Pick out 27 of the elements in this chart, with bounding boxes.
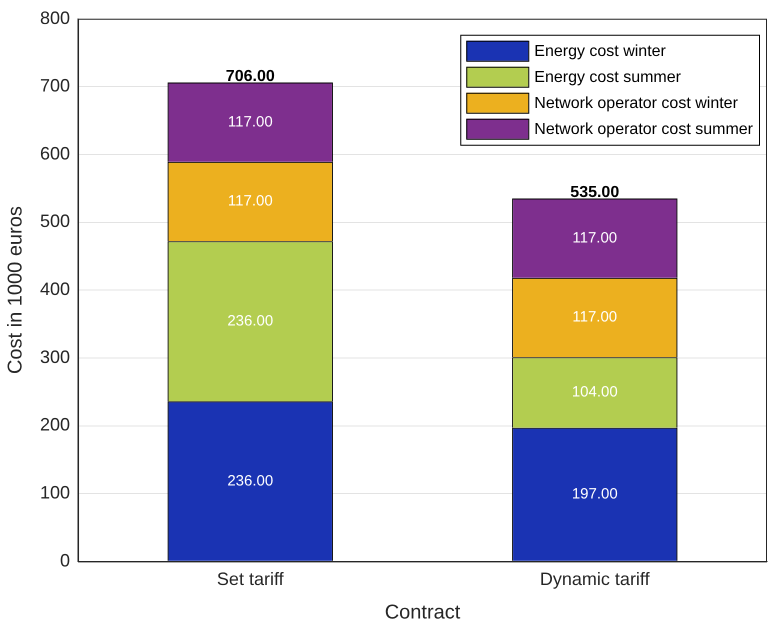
y-tick-label: 300: [40, 346, 70, 367]
x-tick-label: Set tariff: [216, 569, 285, 590]
total-label: 706.00: [226, 68, 275, 85]
y-tick-label: 100: [40, 482, 70, 503]
data-label: 197.00: [572, 485, 618, 502]
y-tick-label: 800: [40, 8, 70, 28]
data-label: 117.00: [228, 192, 273, 210]
legend-label: Energy cost summer: [534, 69, 682, 86]
data-label: 117.00: [572, 308, 618, 326]
x-tick-label: Dynamic tariff: [540, 569, 651, 590]
data-label: 117.00: [572, 229, 618, 246]
y-tick-label: 700: [40, 76, 70, 96]
y-tick-label: 200: [40, 414, 70, 435]
data-label: 236.00: [227, 472, 274, 490]
y-tick-label: 500: [40, 211, 70, 232]
y-tick-label: 600: [40, 143, 70, 164]
legend-label: Network operator cost summer: [534, 121, 754, 138]
data-label: 104.00: [572, 384, 618, 401]
legend-label: Energy cost winter: [534, 43, 667, 60]
y-tick-label: 0: [60, 550, 70, 570]
total-label: 535.00: [570, 184, 620, 201]
y-tick-label: 400: [40, 279, 70, 300]
data-label: 236.00: [227, 312, 274, 330]
legend-label: Network operator cost winter: [534, 95, 739, 112]
data-label: 117.00: [228, 113, 273, 130]
x-axis-title: Contract: [384, 602, 461, 624]
y-axis-title: Cost in 1000 euros: [4, 206, 27, 374]
